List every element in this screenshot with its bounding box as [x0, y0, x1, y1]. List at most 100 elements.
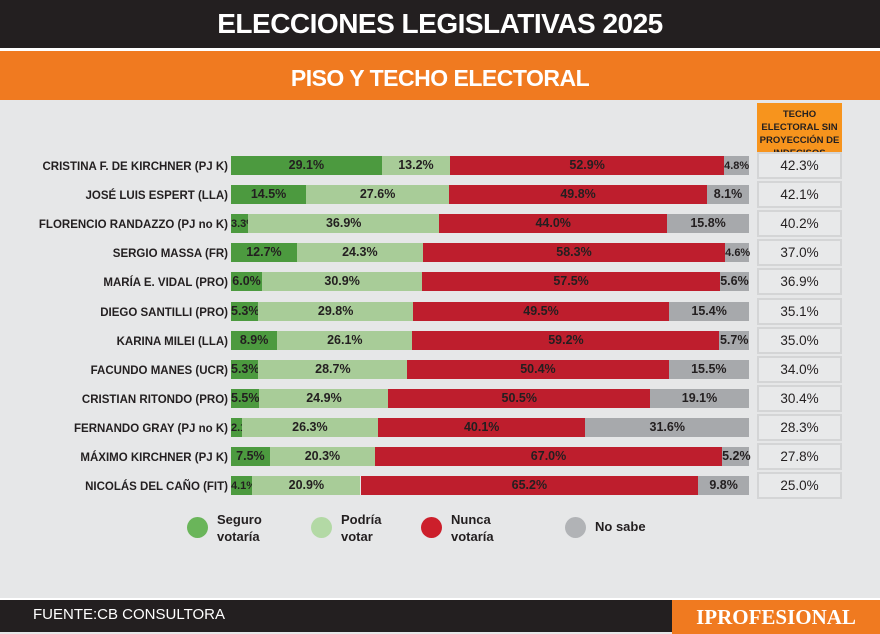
legend-label: No sabe	[595, 519, 646, 534]
stacked-bar: 14.5% 27.6% 49.8% 8.1%	[231, 185, 749, 205]
legend-swatch-icon	[421, 517, 442, 538]
stacked-bar: 5.5% 24.9% 50.5% 19.1%	[231, 388, 749, 408]
bar-segment-no-sabe: 4.8%	[724, 156, 749, 175]
bar-segment-no-sabe: 5.2%	[722, 447, 751, 466]
data-label: 4.6%	[725, 247, 751, 260]
techo-value: 25.0%	[757, 472, 842, 500]
techo-value: 36.9%	[757, 268, 842, 296]
data-label: 8.9%	[239, 332, 269, 347]
techo-value: 28.3%	[757, 413, 842, 441]
bar-segment-podr-a-votar: 24.9%	[259, 388, 389, 408]
bar-segment-nunca-votar-a: 50.4%	[407, 359, 669, 379]
bar-row: FACUNDO MANES (UCR) 5.3% 28.7% 50.4% 15.5% 34…	[0, 355, 880, 389]
data-label: 5.6%	[720, 274, 749, 289]
techo-column-header: TECHO ELECTORAL SIN PROYECCIÓN DE INDECI…	[757, 103, 842, 159]
bar-segment-podr-a-votar: 36.9%	[248, 214, 440, 234]
bar-row: MARÍA E. VIDAL (PRO) 6.0% 30.9% 57.5% 5.6% 36…	[0, 268, 880, 301]
data-label: 30.9%	[324, 274, 360, 289]
bar-segment-nunca-votar-a: 44.0%	[439, 214, 668, 234]
bar-segment-seguro-votar-a: 2.1%	[231, 417, 256, 437]
bar-segment-no-sabe: 15.8%	[667, 214, 749, 234]
category-label: FACUNDO MANES (UCR)	[90, 364, 228, 377]
bar-segment-seguro-votar-a: 4.1%	[231, 476, 256, 496]
data-label: 29.1%	[288, 158, 325, 172]
techo-value: 42.1%	[757, 181, 842, 209]
data-label: 50.5%	[501, 390, 537, 405]
bar-segment-seguro-votar-a: 5.3%	[231, 301, 260, 321]
techo-value: 42.3%	[757, 152, 842, 179]
data-label: 24.9%	[306, 390, 342, 405]
bar-segment-podr-a-votar: 20.9%	[252, 476, 361, 496]
bar-segment-podr-a-votar: 13.2%	[381, 156, 451, 175]
stacked-bar: 7.5% 20.3% 67.0% 5.2%	[231, 447, 751, 466]
stacked-bar: 29.1% 13.2% 52.9% 4.8%	[231, 156, 749, 175]
bar-segment-seguro-votar-a: 7.5%	[231, 447, 270, 466]
data-label: 50.4%	[520, 361, 556, 376]
bar-segment-nunca-votar-a: 58.3%	[422, 243, 726, 263]
data-label: 40.1%	[463, 419, 500, 434]
bar-segment-podr-a-votar: 24.3%	[296, 243, 423, 263]
bar-row: FLORENCIO RANDAZZO (PJ no K) 3.3% 36.9% 44.…	[0, 210, 880, 243]
category-label: MARÍA E. VIDAL (PRO)	[103, 277, 228, 290]
bar-segment-no-sabe: 19.1%	[650, 388, 749, 408]
bar-segment-nunca-votar-a: 49.5%	[412, 301, 670, 321]
category-label: DIEGO SANTILLI (PRO)	[100, 306, 228, 319]
legend-item: Seguro votaría	[187, 511, 277, 545]
legend-label: Seguro votaría	[217, 512, 262, 544]
legend-swatch-icon	[311, 517, 332, 538]
bar-row: CRISTINA F. DE KIRCHNER (PJ K) 29.1% 13.2%…	[0, 152, 880, 185]
category-label: KARINA MILEI (LLA)	[116, 335, 228, 348]
data-label: 59.2%	[548, 332, 584, 347]
bar-row: CRISTIAN RITONDO (PRO) 5.5% 24.9% 50.5% 19.1…	[0, 384, 880, 418]
data-label: 44.0%	[535, 216, 571, 231]
category-label: SERGIO MASSA (FR)	[112, 248, 228, 261]
legend-item: Podría votar	[311, 511, 401, 545]
category-label: FERNANDO GRAY (PJ no K)	[74, 422, 228, 435]
brand-logo: IPROFESIONAL	[672, 600, 880, 634]
stacked-bar: 3.3% 36.9% 44.0% 15.8%	[231, 214, 749, 234]
data-label: 5.5%	[231, 390, 260, 405]
data-label: 57.5%	[553, 274, 589, 289]
data-label: 67.0%	[530, 449, 567, 463]
category-label: JOSÉ LUIS ESPERT (LLA)	[85, 190, 229, 203]
techo-value: 27.8%	[757, 443, 842, 470]
data-label: 4.1%	[231, 480, 257, 493]
bar-row: NICOLÁS DEL CAÑO (FIT) 4.1% 20.9% 65.2% 9.8%…	[0, 472, 880, 505]
data-label: 5.3%	[231, 303, 260, 318]
data-label: 7.5%	[236, 449, 265, 463]
data-label: 28.7%	[315, 361, 351, 376]
bar-segment-no-sabe: 8.1%	[707, 185, 749, 205]
bar-segment-no-sabe: 9.8%	[698, 476, 749, 496]
techo-value: 35.0%	[757, 326, 842, 354]
data-label: 58.3%	[556, 245, 592, 260]
bar-segment-nunca-votar-a: 57.5%	[422, 272, 720, 292]
bar-segment-nunca-votar-a: 52.9%	[450, 156, 725, 175]
bar-segment-podr-a-votar: 29.8%	[258, 301, 413, 321]
data-label: 5.7%	[719, 332, 749, 347]
data-label: 20.9%	[288, 478, 325, 493]
bar-segment-no-sabe: 31.6%	[585, 417, 749, 437]
data-label: 6.0%	[232, 274, 261, 289]
source-text: FUENTE:CB CONSULTORA	[33, 606, 225, 623]
data-label: 24.3%	[342, 245, 378, 260]
legend: Seguro votaría Podría votar Nunca votaría No s…	[0, 511, 880, 551]
legend-label: Nunca votaría	[451, 512, 494, 544]
data-label: 15.5%	[691, 361, 727, 376]
data-label: 49.8%	[560, 187, 596, 202]
bar-segment-seguro-votar-a: 5.3%	[231, 359, 260, 379]
data-label: 20.3%	[304, 449, 341, 463]
data-label: 4.8%	[724, 160, 750, 172]
data-label: 29.8%	[317, 303, 354, 318]
data-label: 49.5%	[523, 303, 559, 318]
bar-segment-nunca-votar-a: 59.2%	[412, 330, 720, 350]
footer: FUENTE:CB CONSULTORA IPROFESIONAL	[0, 598, 880, 634]
bar-segment-no-sabe: 4.6%	[725, 243, 751, 263]
bar-segment-seguro-votar-a: 5.5%	[231, 388, 260, 408]
data-label: 19.1%	[681, 390, 718, 405]
data-label: 31.6%	[649, 419, 685, 434]
legend-item: No sabe	[565, 511, 655, 538]
legend-item: Nunca votaría	[421, 511, 511, 545]
category-label: CRISTIAN RITONDO (PRO)	[81, 393, 228, 406]
techo-value: 37.0%	[757, 239, 842, 267]
data-label: 65.2%	[511, 478, 548, 493]
